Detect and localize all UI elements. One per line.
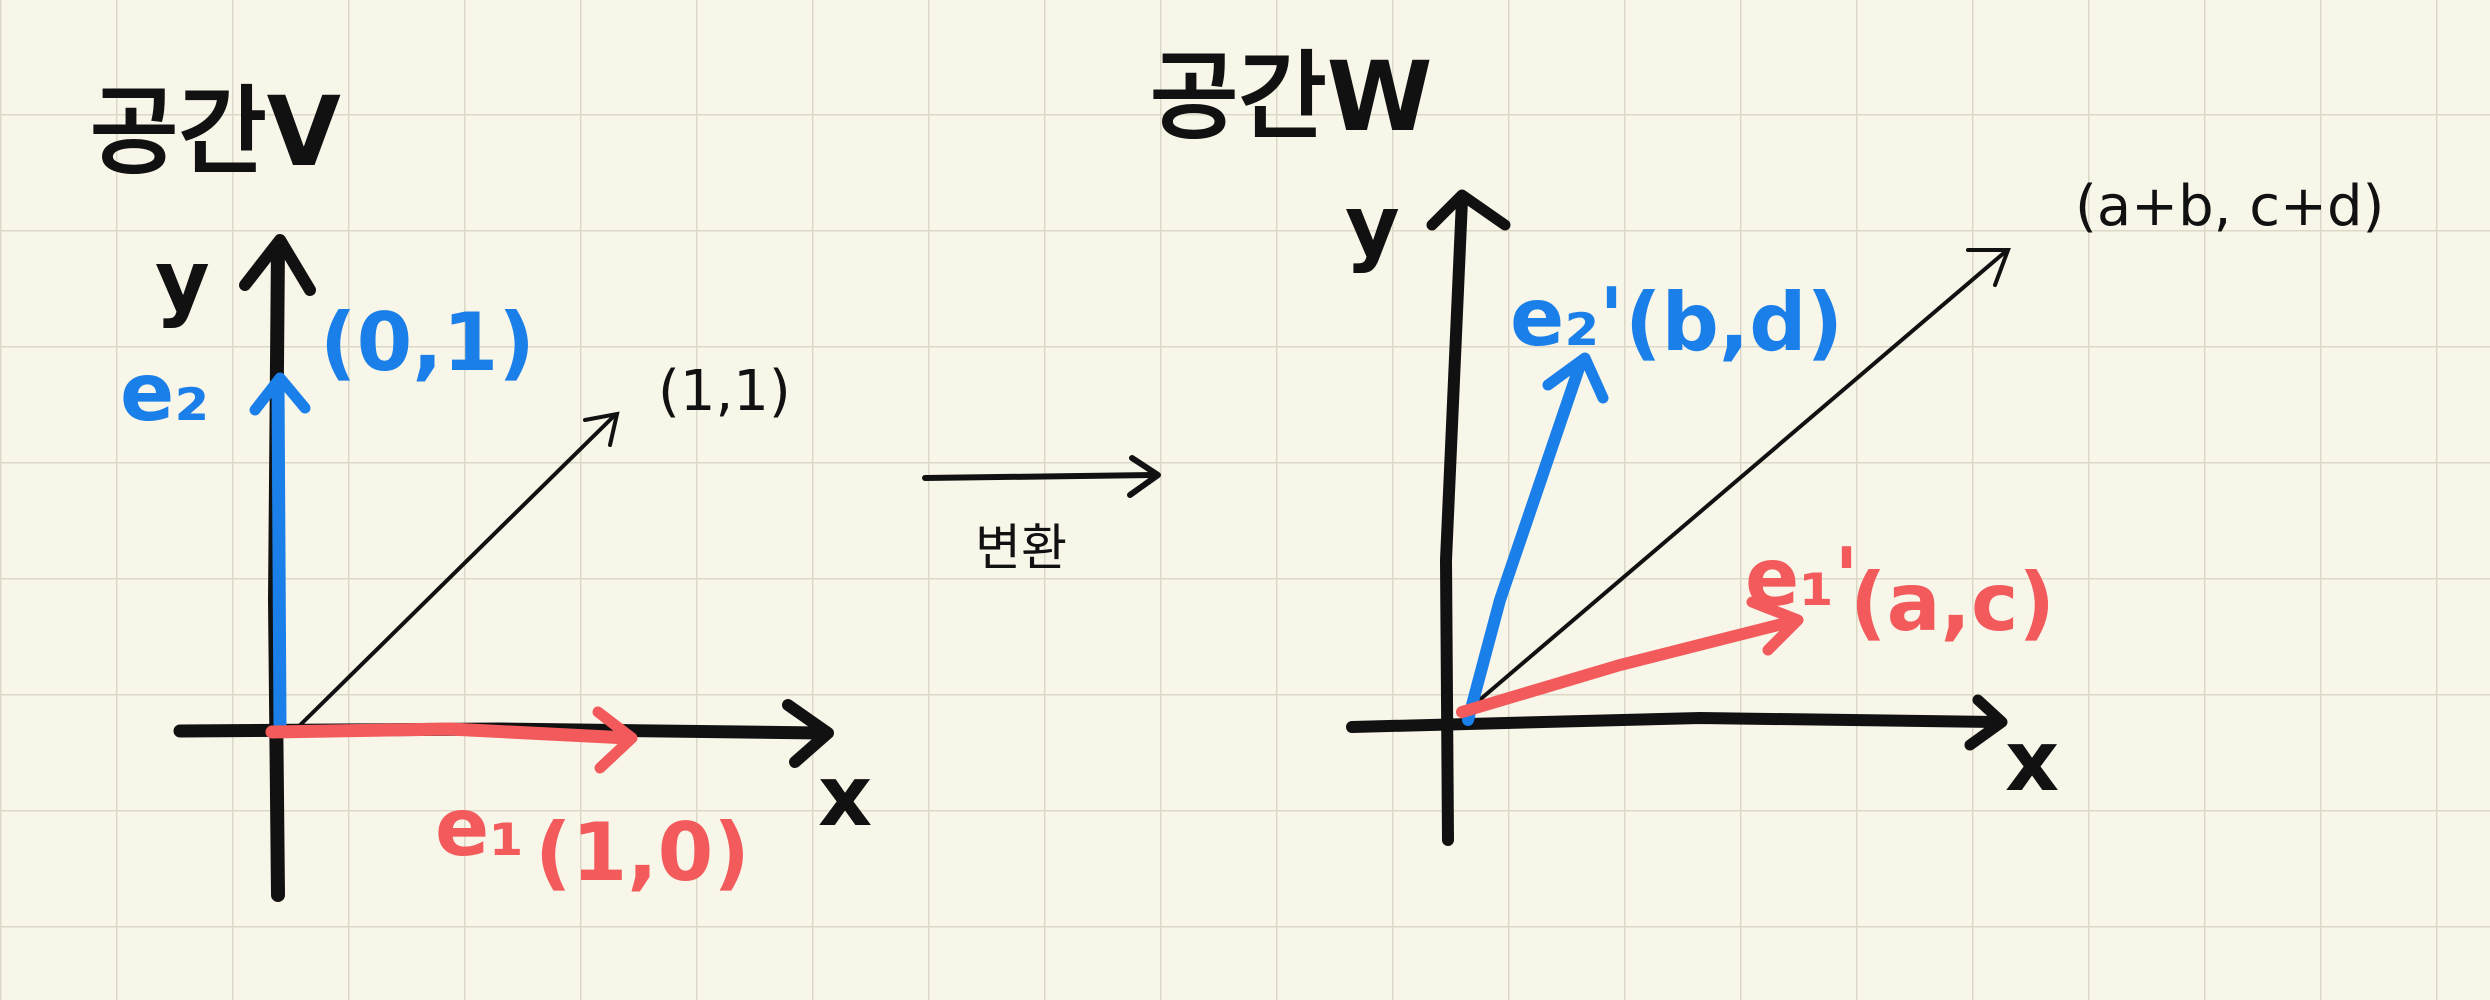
v-e1-arrowhead [592, 706, 638, 774]
transform-arrowhead [1127, 455, 1161, 498]
w-e2-vector [1462, 359, 1586, 726]
v-x-axis-arrowhead [782, 699, 834, 768]
v-diagonal-arrowhead [583, 411, 620, 447]
v-e2-coord: (0,1) [320, 296, 535, 389]
w-y-axis [1439, 194, 1468, 846]
w-x-label: x [2005, 712, 2059, 810]
v-diagonal-vector [288, 413, 617, 737]
w-diagonal-coord: (a+b, c+d) [2075, 174, 2384, 239]
w-diagonal-arrowhead [1966, 248, 2011, 287]
w-e1-arrowhead [1746, 596, 1804, 656]
v-e1-coord: (1,0) [535, 806, 750, 899]
transform-arrow [922, 472, 1158, 481]
v-e2-vector [271, 378, 287, 735]
v-y-label: y [155, 232, 210, 330]
w-e2-coord: (b,d) [1625, 276, 1843, 369]
v-diagonal-coord: (1,1) [658, 359, 791, 424]
transform-arrow-group: 변환 [922, 455, 1161, 577]
w-diagonal-vector [1460, 250, 2007, 717]
w-e1-coord: (a,c) [1850, 556, 2055, 649]
w-e2-label: e₂' [1510, 271, 1624, 364]
space-w-title: 공간W [1150, 41, 1433, 153]
w-e1-label: e₁' [1745, 531, 1859, 624]
space-w-panel: 공간W y x (a+b, c+d) e₂' (b,d) e₁' (a,c) [1150, 41, 2384, 846]
v-e2-arrowhead [249, 372, 311, 416]
v-e1-vector [265, 722, 635, 745]
w-x-axis-arrowhead [1964, 694, 2008, 751]
w-e1-vector [1456, 616, 1796, 718]
w-y-label: y [1345, 177, 1400, 275]
v-x-label: x [818, 747, 872, 845]
v-e2-label: e₂ [120, 346, 209, 439]
w-y-axis-arrowhead [1426, 189, 1511, 231]
space-v-panel: 공간V y x (1,1) e₂ (0,1) e₁ (1,0) [90, 76, 872, 902]
v-y-axis-arrowhead [239, 234, 316, 296]
v-e1-label: e₁ [435, 781, 524, 874]
transform-label: 변환 [975, 519, 1067, 577]
w-e2-arrowhead [1542, 352, 1609, 404]
space-v-title: 공간V [90, 76, 341, 188]
